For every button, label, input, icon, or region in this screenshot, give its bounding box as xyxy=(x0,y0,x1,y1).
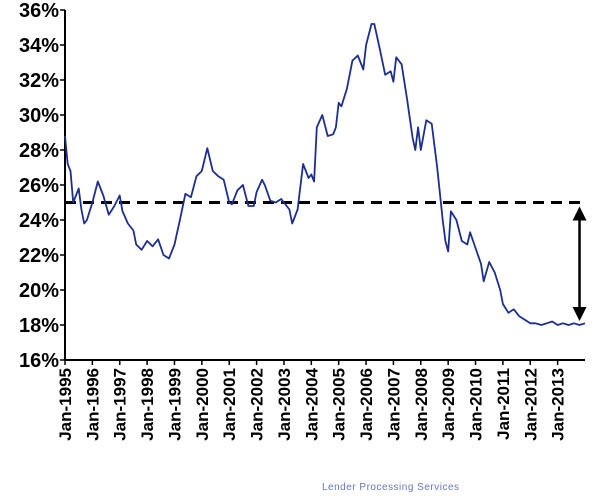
x-tick-label: Jan-2007 xyxy=(384,368,403,441)
y-tick-label: 30% xyxy=(19,105,59,127)
x-tick-label: Jan-1996 xyxy=(83,368,102,441)
annotation-layer xyxy=(572,206,587,321)
x-tick-label: Jan-2002 xyxy=(248,368,267,441)
x-tick-label: Jan-2013 xyxy=(549,368,568,441)
y-tick-label: 18% xyxy=(19,315,59,337)
x-tick-label: Jan-1998 xyxy=(138,368,157,441)
y-tick-label: 32% xyxy=(19,70,59,92)
x-tick-label: Jan-2008 xyxy=(412,368,431,441)
x-tick-label: Jan-2001 xyxy=(220,368,239,441)
y-tick-label: 20% xyxy=(19,280,59,302)
y-tick-label: 26% xyxy=(19,175,59,197)
y-tick-label: 16% xyxy=(19,350,59,372)
x-tick-label: Jan-2004 xyxy=(302,367,321,440)
y-axis-ticks: 36% 34% 32% 30% 28% 26% 24% 22% 20% 18% 16% xyxy=(19,0,65,372)
y-tick-label: 34% xyxy=(19,35,59,57)
x-tick-label: Jan-2006 xyxy=(357,368,376,441)
series-layer xyxy=(64,23,586,326)
watermark-text: Lender Processing Services xyxy=(322,482,460,493)
x-axis-ticks: Jan-1995 Jan-1996 Jan-1997 Jan-1998 Jan-1999… xyxy=(56,360,568,441)
y-tick-label: 28% xyxy=(19,140,59,162)
y-tick-label: 22% xyxy=(19,245,59,267)
arrow-head-up xyxy=(572,206,587,221)
x-tick-label: Jan-2011 xyxy=(494,368,513,440)
x-tick-label: Jan-2005 xyxy=(330,368,349,441)
series-line xyxy=(64,23,586,326)
axes xyxy=(64,10,585,361)
x-tick-label: Jan-2000 xyxy=(193,368,212,441)
arrow-head-down xyxy=(572,307,587,321)
x-tick-label: Jan-1999 xyxy=(165,368,184,441)
x-tick-label: Jan-2012 xyxy=(521,368,540,441)
x-tick-label: Jan-2003 xyxy=(275,368,294,441)
y-tick-label: 36% xyxy=(19,0,59,22)
y-tick-label: 24% xyxy=(19,210,59,232)
x-tick-label: Jan-2010 xyxy=(467,368,486,441)
x-tick-label: Jan-2009 xyxy=(439,368,458,441)
x-tick-label: Jan-1997 xyxy=(111,368,130,441)
x-tick-label: Jan-1995 xyxy=(56,368,75,441)
